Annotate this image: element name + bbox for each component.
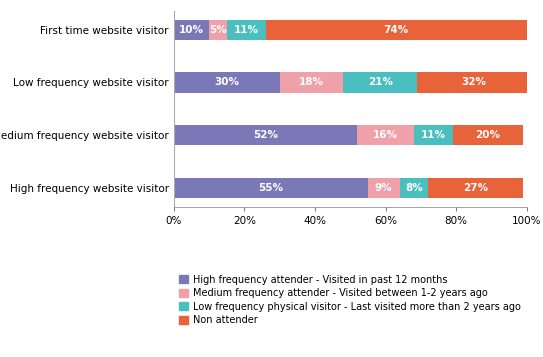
Text: 52%: 52% bbox=[253, 130, 278, 140]
Text: 55%: 55% bbox=[258, 183, 283, 193]
Text: 74%: 74% bbox=[383, 25, 409, 35]
Bar bbox=[418, 72, 531, 92]
Legend: High frequency attender - Visited in past 12 months, Medium frequency attender -: High frequency attender - Visited in pas… bbox=[179, 275, 521, 325]
Text: 21%: 21% bbox=[368, 77, 393, 87]
Bar bbox=[174, 125, 357, 145]
Bar bbox=[174, 20, 209, 40]
Text: 8%: 8% bbox=[405, 183, 422, 193]
Text: 27%: 27% bbox=[463, 183, 488, 193]
Text: 18%: 18% bbox=[299, 77, 324, 87]
Text: 30%: 30% bbox=[214, 77, 239, 87]
Bar bbox=[209, 20, 227, 40]
Bar bbox=[227, 20, 266, 40]
Bar bbox=[266, 20, 527, 40]
Bar bbox=[174, 72, 280, 92]
Bar bbox=[280, 72, 343, 92]
Text: 9%: 9% bbox=[375, 183, 393, 193]
Bar bbox=[400, 178, 428, 198]
Text: 11%: 11% bbox=[421, 130, 446, 140]
Text: 20%: 20% bbox=[475, 130, 501, 140]
Text: 11%: 11% bbox=[233, 25, 258, 35]
Text: 16%: 16% bbox=[373, 130, 398, 140]
Bar bbox=[428, 178, 523, 198]
Text: 5%: 5% bbox=[209, 25, 227, 35]
Bar bbox=[453, 125, 523, 145]
Bar bbox=[368, 178, 400, 198]
Text: 32%: 32% bbox=[461, 77, 487, 87]
Bar bbox=[174, 178, 368, 198]
Text: 10%: 10% bbox=[179, 25, 204, 35]
Bar bbox=[414, 125, 453, 145]
Bar bbox=[357, 125, 414, 145]
Bar bbox=[343, 72, 418, 92]
